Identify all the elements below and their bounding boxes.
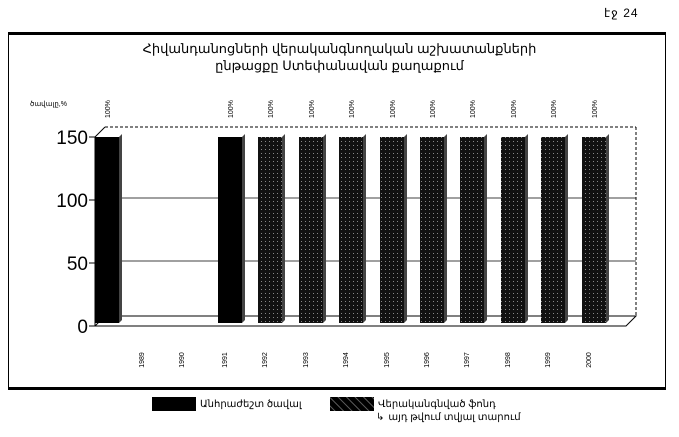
chart-title: Հիվանդանոցների վերականգնողական աշխատանքն… [0, 40, 679, 74]
data-label: 100% [430, 100, 437, 118]
x-tick-label: 1994 [343, 352, 350, 368]
data-label: 100% [551, 100, 558, 118]
bar [299, 137, 323, 323]
bar [420, 137, 444, 323]
bar [339, 137, 363, 323]
bar-side [282, 134, 285, 323]
legend-label: Վերականգնված ֆոնդ [378, 398, 496, 410]
bar-side [606, 134, 609, 323]
page-number: էջ 24 [604, 6, 639, 20]
data-label: 100% [511, 100, 518, 118]
bar-side [404, 134, 407, 323]
y-tick-label: 0 [77, 317, 88, 338]
y-tick-label: 50 [67, 254, 88, 275]
x-tick-label: 1998 [505, 352, 512, 368]
bar [501, 137, 525, 323]
bar-side [242, 134, 245, 323]
bar-side [444, 134, 447, 323]
legend-sublabel: ↳ այդ թվում տվյալ տարում [376, 412, 521, 423]
x-tick-label: 1997 [464, 352, 471, 368]
bar-side [525, 134, 528, 323]
data-label: 100% [349, 100, 356, 118]
bar-side [565, 134, 568, 323]
x-tick-label: 1990 [179, 352, 186, 368]
bar [460, 137, 484, 323]
chart-frame [8, 32, 666, 390]
x-tick-label: 1989 [139, 352, 146, 368]
bar-side [484, 134, 487, 323]
bar [380, 137, 404, 323]
data-label: 100% [228, 100, 235, 118]
bar [258, 137, 282, 323]
arrow-icon: ↳ [376, 412, 385, 423]
x-tick-label: 1999 [545, 352, 552, 368]
title-line-2: ընթացքը Ստեփանավան քաղաքում [215, 58, 464, 73]
bar [582, 137, 606, 323]
data-label: 100% [470, 100, 477, 118]
x-tick-label: 1993 [303, 352, 310, 368]
title-line-1: Հիվանդանոցների վերականգնողական աշխատանքն… [142, 41, 537, 56]
bar [218, 137, 242, 323]
bar-side [363, 134, 366, 323]
bar-side [323, 134, 326, 323]
data-label: 100% [390, 100, 397, 118]
legend-swatch-solid [152, 397, 196, 411]
legend-label: Անհրաժեշտ ծավալ [200, 398, 302, 410]
x-tick-label: 1996 [424, 352, 431, 368]
bar [541, 137, 565, 323]
x-tick-label: 1991 [222, 352, 229, 368]
data-label: 100% [268, 100, 275, 118]
legend-swatch-patterned [330, 397, 374, 411]
legend-sublabel-text: այդ թվում տվյալ տարում [388, 412, 521, 423]
y-tick-label: 150 [56, 128, 88, 149]
y-tick-label: 100 [56, 191, 88, 212]
legend-item-needed: Անհրաժեշտ ծավալ [152, 397, 302, 411]
data-label: 100% [592, 100, 599, 118]
bar-side [119, 134, 122, 323]
x-tick-label: 2000 [586, 352, 593, 368]
x-tick-label: 1992 [262, 352, 269, 368]
bar [95, 137, 119, 323]
legend-item-restored: Վերականգնված ֆոնդ [330, 397, 496, 411]
y-axis-label: ծավալը,% [30, 100, 67, 108]
data-label: 100% [309, 100, 316, 118]
x-tick-label: 1995 [384, 352, 391, 368]
wall-edge [94, 126, 106, 138]
data-label: 100% [105, 100, 112, 118]
